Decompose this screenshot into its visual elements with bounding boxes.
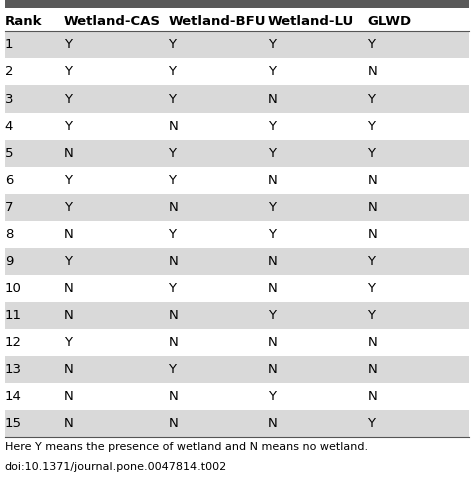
Text: 14: 14 xyxy=(5,390,22,403)
Bar xyxy=(5,31,469,58)
Bar xyxy=(5,356,469,383)
Text: doi:10.1371/journal.pone.0047814.t002: doi:10.1371/journal.pone.0047814.t002 xyxy=(5,462,227,472)
Text: N: N xyxy=(168,120,178,132)
Text: N: N xyxy=(268,417,278,430)
Text: N: N xyxy=(168,417,178,430)
Text: N: N xyxy=(367,66,377,78)
Text: N: N xyxy=(367,201,377,213)
Text: Y: Y xyxy=(268,147,276,159)
Text: Y: Y xyxy=(268,39,276,51)
Text: Rank: Rank xyxy=(5,14,42,28)
Text: N: N xyxy=(64,309,74,322)
Text: GLWD: GLWD xyxy=(367,14,411,28)
Bar xyxy=(5,140,469,167)
Text: Y: Y xyxy=(168,228,176,241)
Text: Y: Y xyxy=(168,174,176,186)
Text: Y: Y xyxy=(367,309,375,322)
Bar xyxy=(5,302,469,329)
Text: 1: 1 xyxy=(5,39,13,51)
Text: Y: Y xyxy=(268,66,276,78)
Text: Y: Y xyxy=(168,39,176,51)
Text: N: N xyxy=(64,147,74,159)
Text: 15: 15 xyxy=(5,417,22,430)
Text: Y: Y xyxy=(367,93,375,105)
Text: Y: Y xyxy=(168,282,176,295)
Text: 8: 8 xyxy=(5,228,13,241)
Text: Y: Y xyxy=(64,174,72,186)
Text: Wetland-LU: Wetland-LU xyxy=(268,14,354,28)
Bar xyxy=(5,194,469,221)
Bar xyxy=(5,383,469,410)
Text: Y: Y xyxy=(168,66,176,78)
Text: Y: Y xyxy=(268,201,276,213)
Bar xyxy=(5,410,469,437)
Text: N: N xyxy=(367,174,377,186)
Text: 12: 12 xyxy=(5,336,22,349)
Text: N: N xyxy=(367,390,377,403)
Text: Y: Y xyxy=(64,336,72,349)
Text: Y: Y xyxy=(367,39,375,51)
Text: Y: Y xyxy=(268,120,276,132)
Text: N: N xyxy=(168,336,178,349)
Text: Wetland-BFU: Wetland-BFU xyxy=(168,14,266,28)
Bar xyxy=(5,85,469,113)
Bar xyxy=(5,58,469,85)
Text: 5: 5 xyxy=(5,147,13,159)
Bar xyxy=(5,11,469,31)
Text: N: N xyxy=(64,282,74,295)
Text: Y: Y xyxy=(367,282,375,295)
Bar xyxy=(5,221,469,248)
Text: Y: Y xyxy=(168,93,176,105)
Bar xyxy=(5,0,469,8)
Text: N: N xyxy=(367,336,377,349)
Text: N: N xyxy=(268,93,278,105)
Text: N: N xyxy=(367,363,377,376)
Text: N: N xyxy=(268,174,278,186)
Text: N: N xyxy=(64,417,74,430)
Text: Y: Y xyxy=(64,66,72,78)
Text: Y: Y xyxy=(268,309,276,322)
Text: Y: Y xyxy=(367,417,375,430)
Bar xyxy=(5,275,469,302)
Text: Y: Y xyxy=(168,363,176,376)
Text: 2: 2 xyxy=(5,66,13,78)
Text: N: N xyxy=(168,390,178,403)
Text: 9: 9 xyxy=(5,255,13,268)
Text: Y: Y xyxy=(64,255,72,268)
Text: 3: 3 xyxy=(5,93,13,105)
Text: N: N xyxy=(268,282,278,295)
Bar xyxy=(5,248,469,275)
Text: Y: Y xyxy=(268,390,276,403)
Text: Y: Y xyxy=(64,201,72,213)
Text: Y: Y xyxy=(367,147,375,159)
Text: Y: Y xyxy=(268,228,276,241)
Text: 7: 7 xyxy=(5,201,13,213)
Text: N: N xyxy=(168,255,178,268)
Text: 10: 10 xyxy=(5,282,22,295)
Text: 4: 4 xyxy=(5,120,13,132)
Bar xyxy=(5,113,469,140)
Text: N: N xyxy=(367,228,377,241)
Text: Y: Y xyxy=(367,120,375,132)
Text: Y: Y xyxy=(64,39,72,51)
Text: Y: Y xyxy=(64,120,72,132)
Text: Y: Y xyxy=(367,255,375,268)
Text: N: N xyxy=(168,309,178,322)
Bar xyxy=(5,329,469,356)
Text: N: N xyxy=(168,201,178,213)
Text: N: N xyxy=(64,363,74,376)
Text: Wetland-CAS: Wetland-CAS xyxy=(64,14,161,28)
Bar xyxy=(5,167,469,194)
Text: 6: 6 xyxy=(5,174,13,186)
Text: N: N xyxy=(268,336,278,349)
Text: N: N xyxy=(64,390,74,403)
Text: Here Y means the presence of wetland and N means no wetland.: Here Y means the presence of wetland and… xyxy=(5,442,368,452)
Text: 13: 13 xyxy=(5,363,22,376)
Text: Y: Y xyxy=(64,93,72,105)
Text: N: N xyxy=(64,228,74,241)
Text: N: N xyxy=(268,363,278,376)
Text: 11: 11 xyxy=(5,309,22,322)
Text: N: N xyxy=(268,255,278,268)
Text: Y: Y xyxy=(168,147,176,159)
